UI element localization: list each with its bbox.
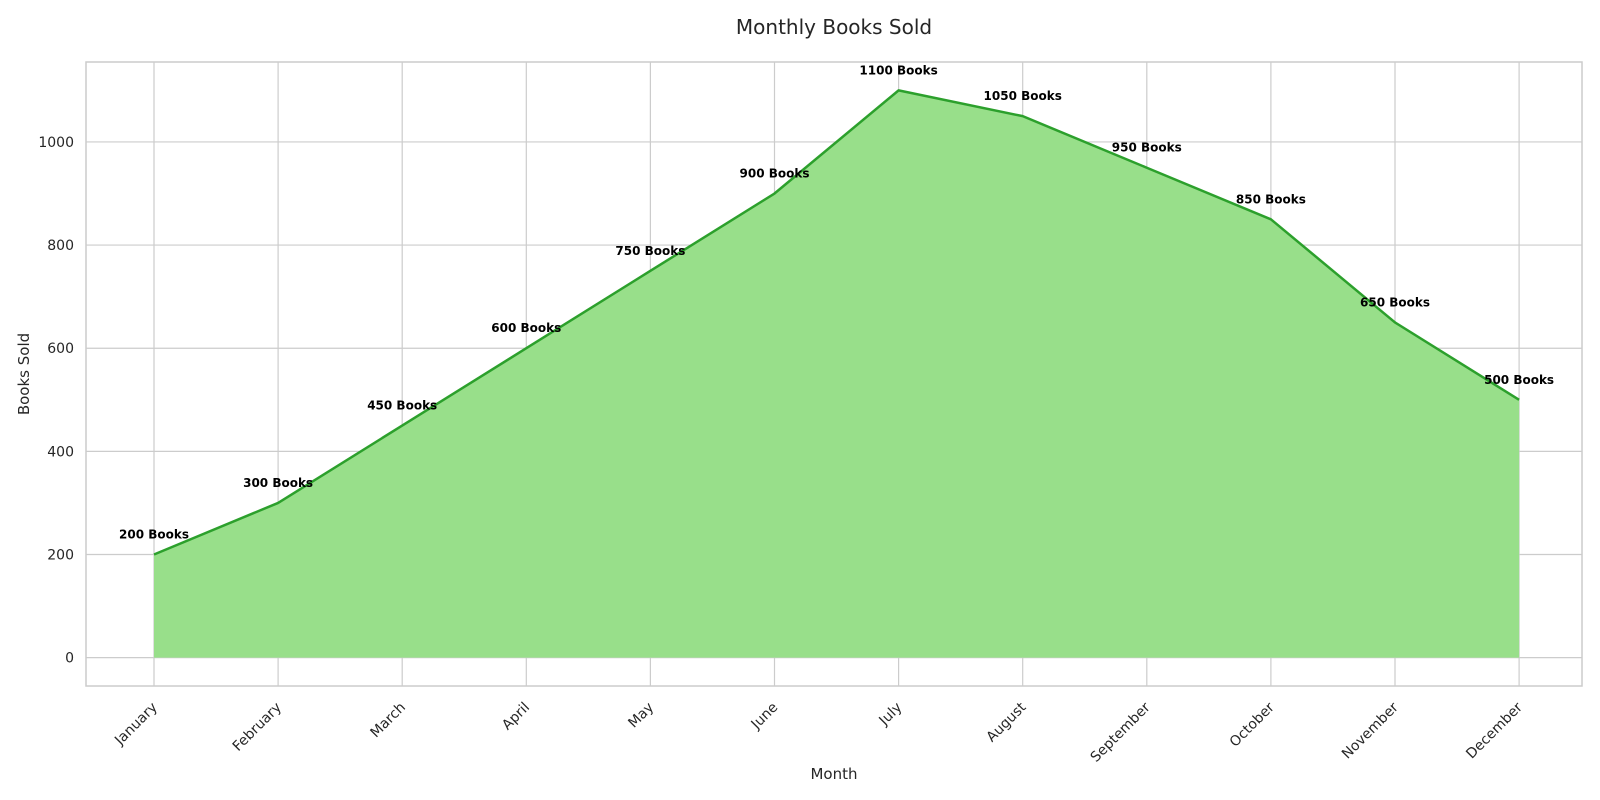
data-label: 950 Books xyxy=(1112,141,1182,155)
data-label: 650 Books xyxy=(1360,295,1430,309)
x-tick-label: September xyxy=(1088,699,1154,765)
x-tick-label: February xyxy=(230,700,285,755)
x-tick-label: January xyxy=(111,700,161,750)
x-tick-label: August xyxy=(984,699,1030,745)
x-tick-label: April xyxy=(499,700,533,734)
data-label: 200 Books xyxy=(119,527,189,541)
x-tick-label: December xyxy=(1463,699,1526,762)
data-label: 900 Books xyxy=(740,167,810,181)
data-label: 1050 Books xyxy=(984,89,1062,103)
data-label: 450 Books xyxy=(367,399,437,413)
chart-title: Monthly Books Sold xyxy=(736,15,932,39)
series-line xyxy=(153,89,1520,556)
x-axis-label: Month xyxy=(810,765,857,783)
y-tick-label: 0 xyxy=(65,651,74,667)
x-tick-label: May xyxy=(625,700,657,732)
data-label-layer: 200 Books 300 Books 450 Books 600 Books 750 … xyxy=(119,63,1554,541)
data-label: 300 Books xyxy=(243,476,313,490)
y-tick-label: 200 xyxy=(47,547,74,563)
x-tick-label: March xyxy=(368,700,409,741)
data-label: 600 Books xyxy=(491,321,561,335)
area-layer xyxy=(153,89,1520,658)
plot-frame xyxy=(85,61,1583,687)
y-tick-label: 800 xyxy=(47,238,74,254)
data-label: 500 Books xyxy=(1484,373,1554,387)
y-tick-label: 1000 xyxy=(38,135,74,151)
data-label: 1100 Books xyxy=(859,63,937,77)
y-axis-label: Books Sold xyxy=(15,333,33,415)
y-tick-label: 400 xyxy=(47,444,74,460)
x-tick-label: July xyxy=(876,700,906,730)
data-label: 750 Books xyxy=(615,244,685,258)
area-fill xyxy=(154,90,1520,658)
x-tick-label: November xyxy=(1339,699,1402,762)
y-tick-label: 600 xyxy=(47,341,74,357)
x-tick-label: June xyxy=(748,700,782,734)
data-label: 850 Books xyxy=(1236,192,1306,206)
x-tick-label: October xyxy=(1227,699,1278,750)
